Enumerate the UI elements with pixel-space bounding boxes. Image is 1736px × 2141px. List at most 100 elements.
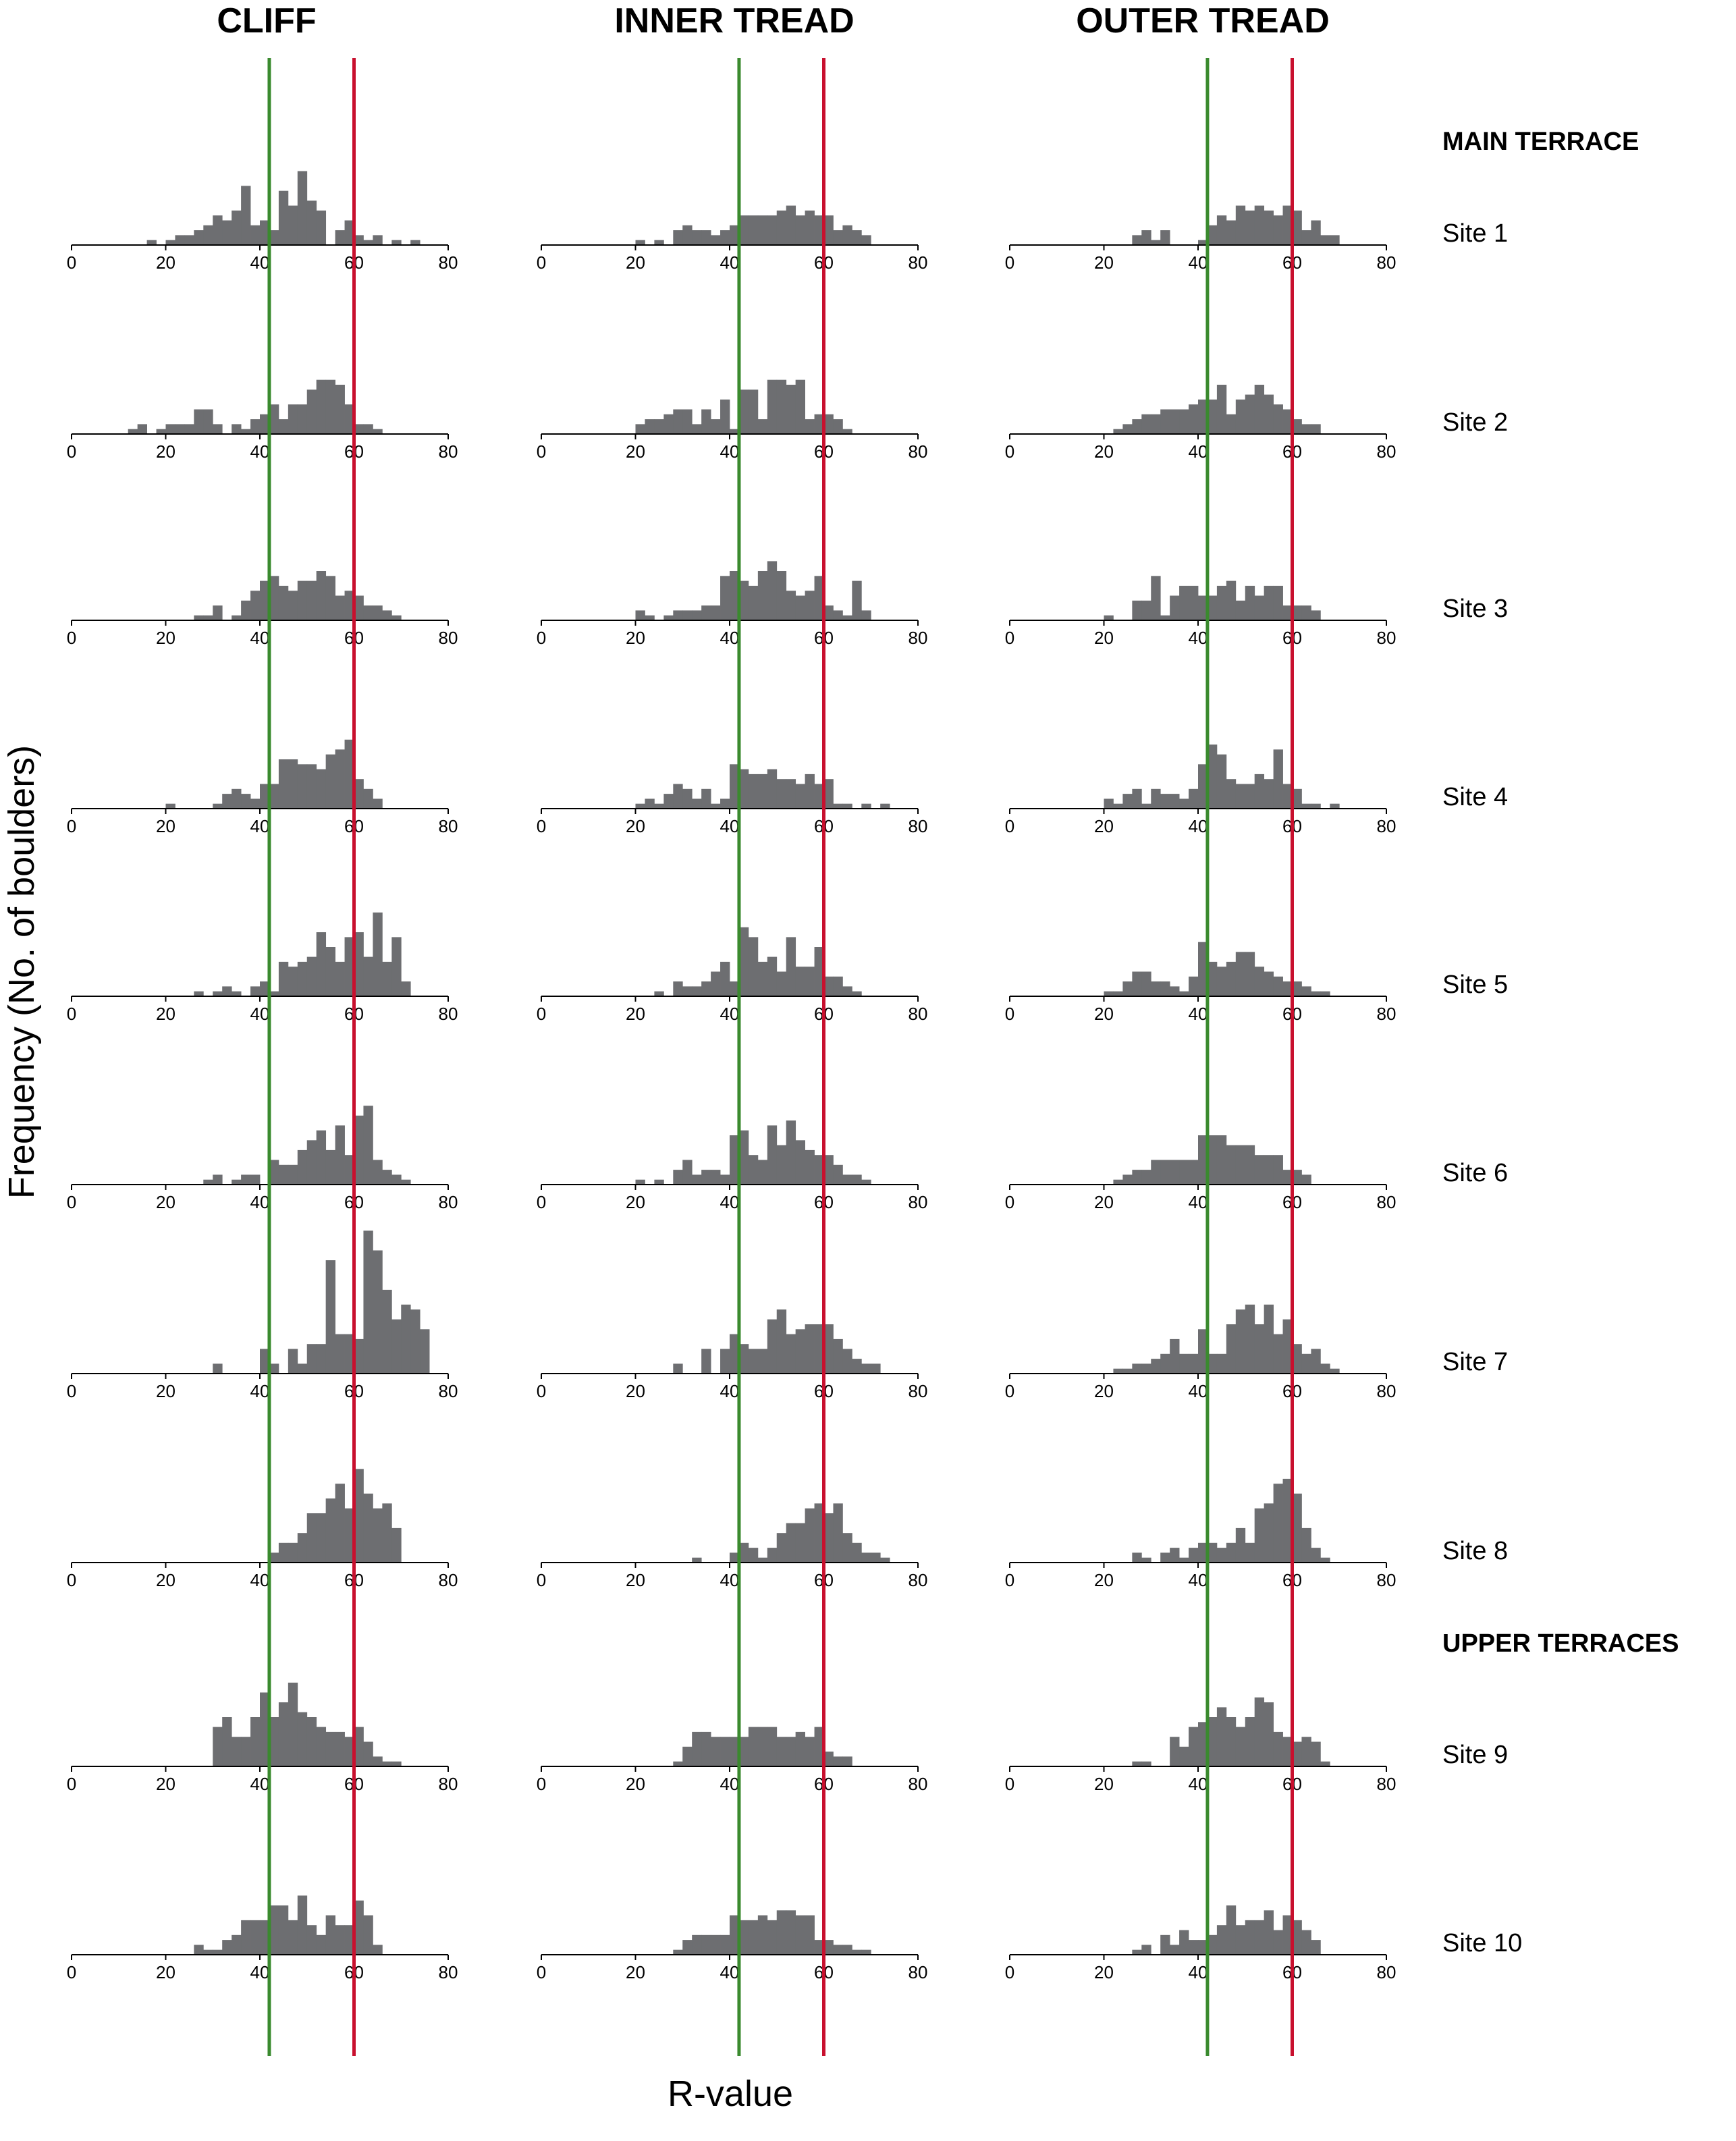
histogram-bar	[795, 595, 805, 620]
histogram-bar	[1207, 225, 1218, 245]
histogram-bar	[805, 210, 815, 245]
x-tick-label: 80	[1377, 1004, 1396, 1024]
column-title-outer-tread: OUTER TREAD	[1076, 1, 1330, 40]
x-tick-label: 80	[439, 1774, 458, 1794]
histogram-bar	[278, 961, 289, 996]
histogram-bar	[194, 615, 204, 620]
histogram-bar	[1104, 798, 1114, 809]
histogram-bar	[786, 1523, 796, 1563]
histogram-bar	[1320, 991, 1330, 996]
histogram-bar	[1245, 394, 1255, 434]
x-tick-label: 80	[1377, 252, 1396, 273]
x-tick-label: 0	[1005, 1192, 1014, 1212]
histogram-bar	[1179, 585, 1189, 620]
histogram-bar	[861, 610, 871, 620]
histogram-bar	[335, 1484, 345, 1563]
histogram-bar	[1189, 1160, 1199, 1185]
x-tick-label: 0	[1005, 816, 1014, 836]
x-tick-label: 0	[67, 1192, 76, 1212]
histogram-bar	[1216, 1925, 1227, 1955]
histogram-bar	[1198, 595, 1208, 620]
histogram-bar	[382, 1761, 392, 1766]
histogram-bar	[842, 1756, 852, 1766]
histogram-bar	[260, 981, 270, 996]
histogram-bar	[776, 779, 787, 809]
histogram-bar	[288, 1682, 298, 1766]
histogram-bar	[767, 379, 778, 434]
x-tick-label: 20	[626, 1570, 645, 1590]
histogram-bar	[748, 215, 759, 245]
histogram-bar	[241, 1737, 251, 1766]
histogram-bar	[833, 976, 843, 996]
histogram-bar	[260, 1692, 270, 1766]
histogram-bar	[156, 429, 166, 434]
site-label: Site 3	[1442, 595, 1508, 623]
histogram-bar	[1245, 952, 1255, 996]
x-tick-label: 40	[250, 1192, 270, 1212]
histogram-bar	[730, 1737, 740, 1766]
histogram-bar	[335, 385, 345, 434]
histogram-bar	[354, 424, 364, 434]
histogram-bar	[776, 1145, 787, 1185]
x-tick-label: 80	[908, 1962, 928, 1982]
histogram-bar	[748, 1920, 759, 1955]
x-tick-label: 40	[720, 1774, 740, 1794]
histogram-bar	[645, 419, 655, 434]
histogram-bar	[730, 1552, 740, 1563]
x-tick-label: 40	[720, 816, 740, 836]
histogram-bar	[673, 1761, 683, 1766]
histogram-bar	[1301, 1737, 1311, 1766]
x-tick-label: 0	[67, 816, 76, 836]
column-title-inner-tread: INNER TREAD	[614, 1, 854, 40]
x-tick-label: 40	[720, 441, 740, 462]
histogram-bar	[165, 803, 175, 809]
site-labels: Site 1 Site 2 Site 3 Site 4 Site 5 Site 6 Site…	[1442, 219, 1522, 1957]
x-tick-label: 80	[1377, 816, 1396, 836]
histogram-bar	[1292, 210, 1302, 245]
histogram-bar	[1189, 585, 1199, 620]
histogram-bar	[1264, 585, 1274, 620]
histogram-bar	[1207, 1934, 1218, 1955]
histogram-bar	[175, 424, 185, 434]
histogram-bar	[823, 976, 834, 996]
histogram-bar	[373, 1250, 383, 1374]
histogram-bar	[241, 794, 251, 809]
histogram-bar	[354, 1727, 364, 1766]
histogram-bar	[738, 389, 749, 434]
histogram-bar	[852, 1174, 862, 1185]
histogram-bar	[1245, 1304, 1255, 1374]
x-tick-label: 40	[250, 1004, 270, 1024]
histogram-bar	[1254, 1155, 1265, 1185]
x-tick-label: 0	[1005, 628, 1014, 648]
histogram-panel: 020406080	[1005, 385, 1396, 462]
histogram-bar	[354, 595, 364, 620]
histogram-panel: 020406080	[67, 571, 458, 648]
histogram-bar	[673, 981, 683, 996]
histogram-bar	[814, 947, 824, 996]
histogram-bar	[373, 1756, 383, 1766]
histogram-panels: 0204060800204060800204060800204060800204…	[67, 171, 1396, 1982]
histogram-bar	[1264, 1503, 1274, 1563]
histogram-bar	[1170, 409, 1180, 434]
histogram-bar	[335, 1731, 345, 1766]
histogram-bar	[673, 610, 683, 620]
histogram-panel: 020406080	[1005, 744, 1396, 836]
histogram-bar	[1122, 1368, 1133, 1374]
histogram-bar	[814, 1324, 824, 1374]
histogram-bar	[814, 576, 824, 620]
histogram-bar	[344, 220, 354, 245]
histogram-bar	[1301, 1353, 1311, 1374]
histogram-bar	[1301, 803, 1311, 809]
histogram-bar	[1151, 788, 1161, 809]
x-tick-label: 20	[1094, 1381, 1114, 1401]
histogram-bar	[1198, 942, 1208, 996]
histogram-bar	[213, 1363, 223, 1374]
histogram-bar	[1132, 1761, 1142, 1766]
histogram-bar	[823, 1513, 834, 1563]
x-tick-label: 80	[439, 1381, 458, 1401]
histogram-bar	[278, 1905, 289, 1955]
x-tick-label: 0	[537, 1774, 546, 1794]
x-tick-label: 40	[1189, 1192, 1208, 1212]
histogram-bar	[269, 404, 279, 434]
histogram-bar	[711, 971, 721, 996]
